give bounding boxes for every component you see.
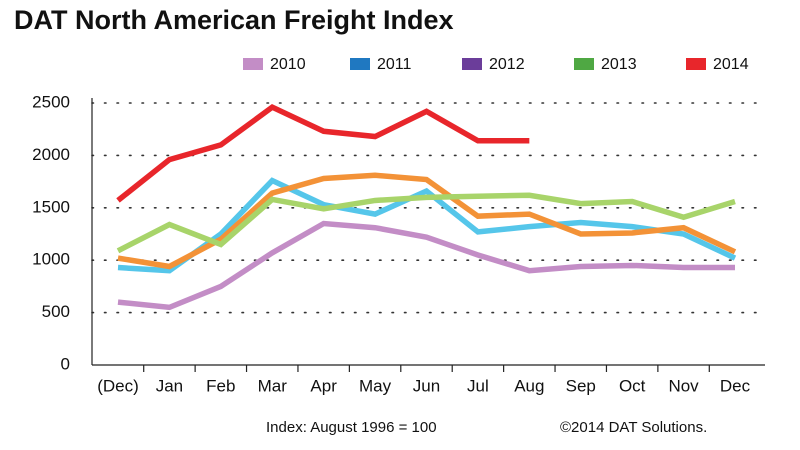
legend-label: 2013 (601, 56, 637, 73)
footnote: Index: August 1996 = 100 (266, 419, 437, 436)
x-tick-label: Apr (310, 376, 337, 395)
x-tick-label: Sep (566, 376, 596, 395)
legend-swatch (574, 58, 594, 70)
series-line (116, 104, 530, 203)
y-tick-label: 1000 (32, 250, 70, 269)
y-tick-label: 0 (61, 354, 70, 373)
x-tick-label: May (359, 376, 392, 395)
y-tick-label: 1500 (32, 197, 70, 216)
legend-swatch (686, 58, 706, 70)
x-tick-label: Mar (258, 376, 288, 395)
footnote: ©2014 DAT Solutions. (560, 419, 707, 436)
x-tick-label: Jan (156, 376, 183, 395)
x-tick-label: Jun (413, 376, 440, 395)
series-line (117, 172, 737, 270)
series-line (117, 220, 735, 311)
legend-swatch (243, 58, 263, 70)
x-tick-label: Feb (206, 376, 235, 395)
x-tick-label: Jul (467, 376, 489, 395)
chart-title: DAT North American Freight Index (14, 5, 454, 35)
series-line (116, 192, 736, 254)
x-tick-label: Oct (619, 376, 646, 395)
x-tick-label: (Dec) (97, 376, 139, 395)
y-tick-label: 2500 (32, 92, 70, 111)
legend-label: 2012 (489, 56, 525, 73)
x-tick-label: Dec (720, 376, 751, 395)
legend-label: 2010 (270, 56, 306, 73)
legend-label: 2014 (713, 56, 749, 73)
legend-label: 2011 (377, 56, 412, 73)
legend-swatch (350, 58, 370, 70)
x-tick-label: Nov (668, 376, 699, 395)
y-tick-label: 500 (42, 302, 70, 321)
x-tick-label: Aug (514, 376, 544, 395)
legend-swatch (462, 58, 482, 70)
series-line (117, 177, 737, 274)
y-tick-label: 2000 (32, 145, 70, 164)
